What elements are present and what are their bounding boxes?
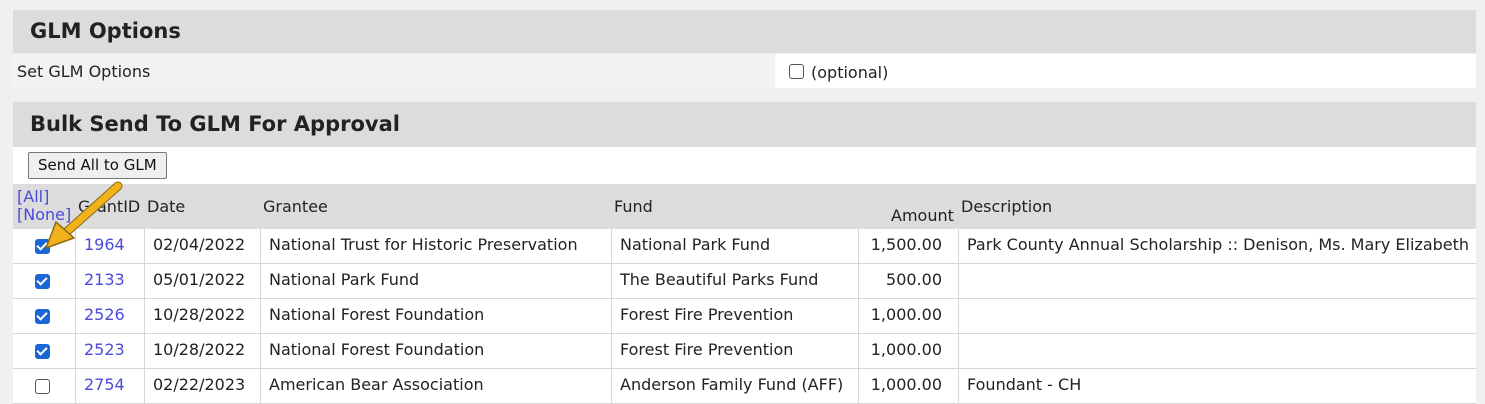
row-checkbox[interactable]	[35, 239, 50, 254]
arrow-icon	[44, 181, 123, 250]
table-header: [All] [None] GrantID Date Grantee Fund A…	[13, 184, 1476, 229]
table-row: 2754 02/22/2023 American Bear Association A…	[13, 369, 1476, 404]
date-cell: 10/28/2022	[144, 334, 260, 368]
grant-id-link[interactable]: 2523	[75, 334, 144, 368]
grant-id-link[interactable]: 2526	[75, 299, 144, 333]
column-header-amount[interactable]: Amount	[891, 206, 954, 225]
set-glm-options-row: Set GLM Options (optional)	[13, 54, 1476, 88]
table-row: 1964 02/04/2022 National Trust for Histori…	[13, 229, 1476, 264]
row-select-cell	[13, 299, 75, 333]
grant-id-link[interactable]: 2754	[75, 369, 144, 403]
grantee-cell: National Forest Foundation	[260, 299, 611, 333]
optional-text: (optional)	[811, 63, 889, 82]
glm-options-header: GLM Options	[13, 10, 1476, 53]
set-glm-options-value: (optional)	[775, 54, 1476, 88]
send-all-button[interactable]: Send All to GLM	[28, 152, 167, 179]
fund-cell: Forest Fire Prevention	[611, 334, 858, 368]
fund-cell: National Park Fund	[611, 229, 858, 263]
amount-cell: 1,000.00	[858, 369, 958, 403]
row-select-cell	[13, 229, 75, 263]
table-row: 2523 10/28/2022 National Forest Foundation…	[13, 334, 1476, 369]
column-header-fund[interactable]: Fund	[614, 197, 653, 216]
select-none-link[interactable]: [None]	[17, 205, 72, 224]
column-header-description[interactable]: Description	[961, 197, 1053, 216]
amount-cell: 1,500.00	[858, 229, 958, 263]
description-cell	[958, 334, 1476, 368]
fund-cell: Anderson Family Fund (AFF)	[611, 369, 858, 403]
date-cell: 02/22/2023	[144, 369, 260, 403]
column-header-grantee[interactable]: Grantee	[263, 197, 328, 216]
bulk-send-header: Bulk Send To GLM For Approval	[13, 102, 1476, 147]
row-checkbox[interactable]	[35, 379, 50, 394]
amount-cell: 500.00	[858, 264, 958, 298]
glm-options-title: GLM Options	[30, 19, 181, 43]
row-checkbox[interactable]	[35, 274, 50, 289]
bulk-send-title: Bulk Send To GLM For Approval	[30, 112, 400, 136]
row-select-cell	[13, 369, 75, 403]
table-row: 2133 05/01/2022 National Park Fund The Beau…	[13, 264, 1476, 299]
select-links: [All] [None]	[17, 188, 71, 224]
row-select-cell	[13, 334, 75, 368]
fund-cell: Forest Fire Prevention	[611, 299, 858, 333]
column-header-date[interactable]: Date	[147, 197, 186, 216]
date-cell: 05/01/2022	[144, 264, 260, 298]
amount-cell: 1,000.00	[858, 299, 958, 333]
date-cell: 02/04/2022	[144, 229, 260, 263]
amount-cell: 1,000.00	[858, 334, 958, 368]
grantee-cell: American Bear Association	[260, 369, 611, 403]
table-row: 2526 10/28/2022 National Forest Foundation…	[13, 299, 1476, 334]
grant-id-link[interactable]: 1964	[75, 229, 144, 263]
set-glm-options-checkbox[interactable]	[789, 64, 804, 79]
grantee-cell: National Trust for Historic Preservation	[260, 229, 611, 263]
grantee-cell: National Forest Foundation	[260, 334, 611, 368]
set-glm-options-label: Set GLM Options	[13, 54, 775, 88]
grantee-cell: National Park Fund	[260, 264, 611, 298]
description-cell: Foundant - CH	[958, 369, 1476, 403]
date-cell: 10/28/2022	[144, 299, 260, 333]
row-checkbox[interactable]	[35, 344, 50, 359]
select-all-link[interactable]: [All]	[17, 187, 50, 206]
description-cell	[958, 299, 1476, 333]
description-cell: Park County Annual Scholarship :: Deniso…	[958, 229, 1476, 263]
grant-id-link[interactable]: 2133	[75, 264, 144, 298]
fund-cell: The Beautiful Parks Fund	[611, 264, 858, 298]
toolbar: Send All to GLM	[13, 147, 1476, 184]
description-cell	[958, 264, 1476, 298]
row-select-cell	[13, 264, 75, 298]
row-checkbox[interactable]	[35, 309, 50, 324]
